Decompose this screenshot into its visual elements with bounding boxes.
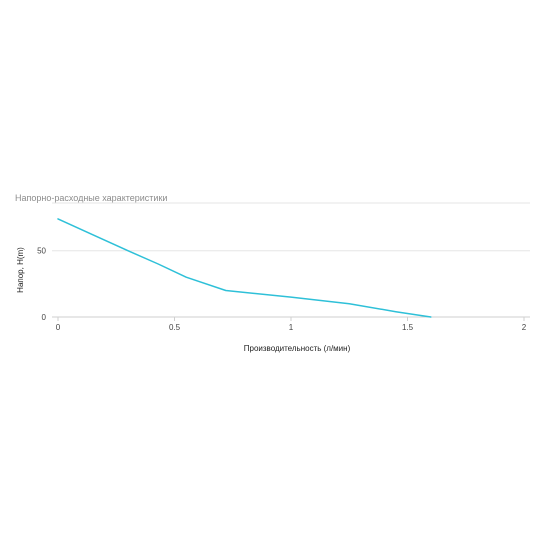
- x-tick-label: 0.5: [169, 323, 181, 332]
- y-tick-label: 50: [37, 247, 46, 256]
- x-axis-label: Производительность (л/мин): [244, 344, 351, 353]
- y-axis-label: Напор, H(m): [16, 247, 25, 293]
- y-tick-labels: 0 50: [37, 247, 46, 322]
- x-tick-label: 1.5: [402, 323, 414, 332]
- y-tick-label: 0: [42, 313, 47, 322]
- x-tick-label: 2: [522, 323, 527, 332]
- x-tick-label: 1: [289, 323, 294, 332]
- series-layer: [57, 218, 432, 318]
- axis-lines: [52, 316, 530, 321]
- chart-title: Напорно-расходные характеристики: [15, 193, 168, 203]
- x-tick-labels: 0 0.5 1 1.5 2: [56, 323, 527, 332]
- grid-lines: [52, 202, 530, 252]
- x-tick-label: 0: [56, 323, 61, 332]
- series-line-0: [57, 218, 432, 318]
